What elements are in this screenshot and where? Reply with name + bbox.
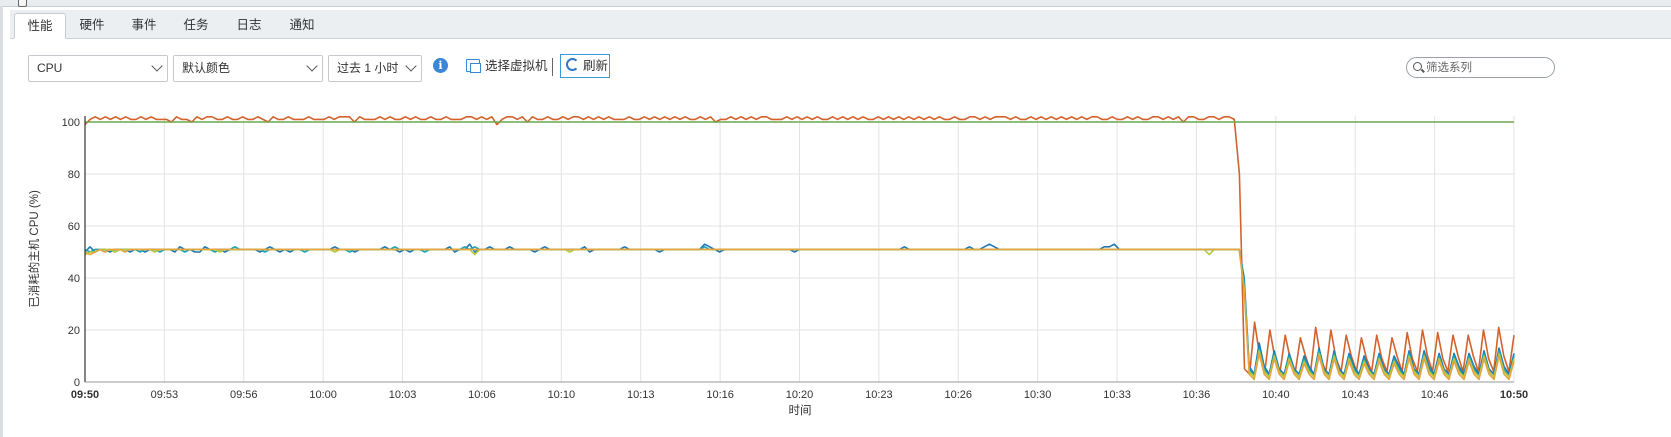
tab-logs[interactable]: 日志 xyxy=(236,18,262,32)
metric-select-value: CPU xyxy=(37,61,63,75)
x-tick-label: 10:36 xyxy=(1183,389,1211,401)
x-tick-label: 10:30 xyxy=(1024,389,1052,401)
metric-select[interactable]: CPU xyxy=(28,55,168,82)
left-panel-edge xyxy=(0,6,3,437)
x-tick-label: 10:20 xyxy=(786,389,814,401)
x-tick-label: 09:56 xyxy=(230,389,258,401)
x-axis-label: 时间 xyxy=(789,404,812,417)
toolbar-separator xyxy=(552,58,553,76)
x-tick-label: 09:50 xyxy=(71,389,99,401)
time-range-select-value: 过去 1 小时 xyxy=(337,61,399,75)
tab-notifications[interactable]: 通知 xyxy=(289,18,315,32)
tab-events[interactable]: 事件 xyxy=(131,18,157,32)
toolbar: CPU 默认颜色 过去 1 小时 xyxy=(0,50,1671,86)
chart-series xyxy=(84,116,1515,381)
filter-series-input[interactable] xyxy=(1426,59,1546,76)
x-tick-label: 10:50 xyxy=(1500,389,1528,401)
x-tick-label: 10:40 xyxy=(1262,389,1290,401)
window-top-strip xyxy=(0,0,1671,7)
refresh-button[interactable]: 刷新 xyxy=(560,54,610,78)
x-tick-label: 10:26 xyxy=(945,389,973,401)
x-tick-label: 10:03 xyxy=(389,389,417,401)
x-tick-label: 10:06 xyxy=(468,389,496,401)
x-tick-label: 10:13 xyxy=(627,389,655,401)
info-icon[interactable]: i xyxy=(433,58,448,73)
tab-bar: 性能 硬件 事件 任务 日志 通知 xyxy=(10,10,1671,39)
y-tick-label: 40 xyxy=(68,273,80,285)
color-select[interactable]: 默认颜色 xyxy=(173,55,323,82)
x-tick-label: 09:53 xyxy=(151,389,179,401)
refresh-icon xyxy=(566,58,579,71)
y-tick-label: 80 xyxy=(68,169,80,181)
x-tick-label: 10:23 xyxy=(865,389,893,401)
pin-icon[interactable] xyxy=(18,0,27,7)
tab-hardware[interactable]: 硬件 xyxy=(79,18,105,32)
x-axis-ticks: 09:50 09:53 09:56 10:00 10:03 10:06 10:10 10:13… xyxy=(71,389,1528,401)
y-tick-label: 0 xyxy=(74,377,80,389)
virtual-machine-icon xyxy=(466,59,481,73)
x-tick-label: 10:46 xyxy=(1421,389,1449,401)
tab-tasks[interactable]: 任务 xyxy=(183,18,209,32)
select-vm-link[interactable]: 选择虚拟机 xyxy=(466,58,548,76)
y-tick-label: 100 xyxy=(62,117,80,129)
select-vm-label: 选择虚拟机 xyxy=(485,59,548,73)
x-tick-label: 10:33 xyxy=(1103,389,1131,401)
color-select-value: 默认颜色 xyxy=(182,61,231,75)
y-tick-label: 60 xyxy=(68,221,80,233)
y-tick-label: 20 xyxy=(68,325,80,337)
filter-series-box[interactable] xyxy=(1406,57,1555,78)
x-tick-label: 10:00 xyxy=(309,389,337,401)
tab-performance[interactable]: 性能 xyxy=(14,13,66,39)
y-axis-label: 已消耗的主机 CPU (%) xyxy=(27,190,41,308)
x-tick-label: 10:16 xyxy=(706,389,734,401)
series-line xyxy=(84,248,1515,381)
y-axis-ticks: 0 20 40 60 80 100 xyxy=(62,117,80,389)
refresh-label: 刷新 xyxy=(583,59,609,73)
time-range-select[interactable]: 过去 1 小时 xyxy=(328,55,422,82)
search-icon xyxy=(1413,62,1422,71)
x-tick-label: 10:43 xyxy=(1341,389,1369,401)
x-tick-label: 10:10 xyxy=(548,389,576,401)
